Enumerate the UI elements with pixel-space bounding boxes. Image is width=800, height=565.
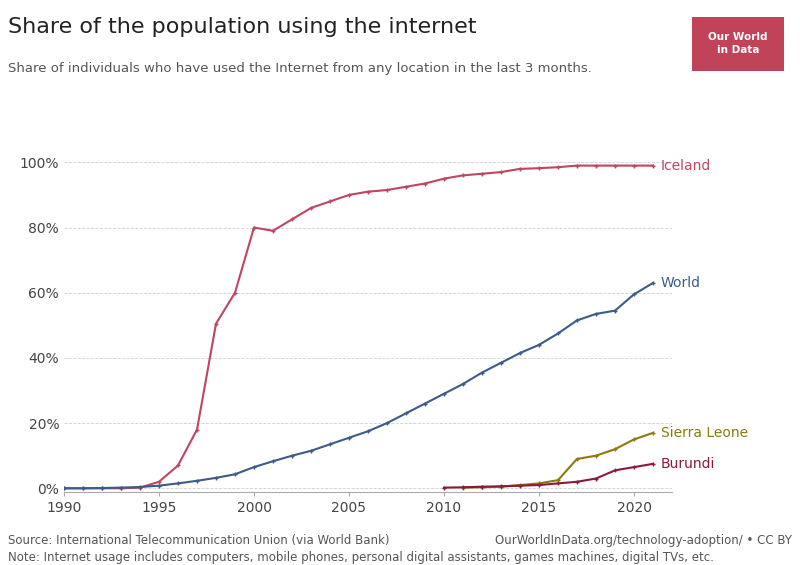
Text: Source: International Telecommunication Union (via World Bank): Source: International Telecommunication … (8, 534, 390, 547)
Text: Note: Internet usage includes computers, mobile phones, personal digital assista: Note: Internet usage includes computers,… (8, 551, 714, 564)
Text: Our World
in Data: Our World in Data (708, 32, 768, 55)
Text: Iceland: Iceland (661, 159, 711, 172)
Text: OurWorldInData.org/technology-adoption/ • CC BY: OurWorldInData.org/technology-adoption/ … (495, 534, 792, 547)
Text: World: World (661, 276, 701, 290)
Text: Burundi: Burundi (661, 457, 715, 471)
Text: Share of the population using the internet: Share of the population using the intern… (8, 17, 477, 37)
Text: Share of individuals who have used the Internet from any location in the last 3 : Share of individuals who have used the I… (8, 62, 592, 75)
Text: Sierra Leone: Sierra Leone (661, 426, 748, 440)
